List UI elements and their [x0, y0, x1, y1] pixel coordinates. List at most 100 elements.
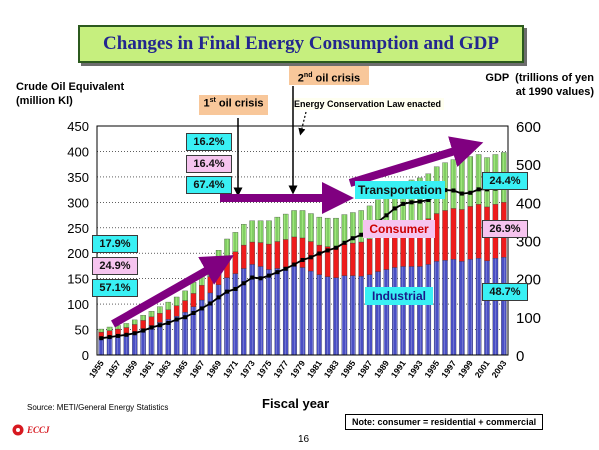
gdp-point — [392, 206, 397, 211]
pct-1965-consumer: 24.9% — [92, 257, 138, 275]
gdp-point — [183, 315, 188, 320]
bar-transportation — [131, 319, 138, 325]
bar-industrial — [157, 322, 163, 356]
gdp-point — [157, 323, 162, 328]
bar-industrial — [308, 270, 314, 356]
bar-consumer — [475, 204, 482, 259]
bar-industrial — [115, 335, 121, 356]
gdp-point — [342, 240, 347, 245]
x-tick-label: 2001 — [473, 358, 492, 379]
left-axis-title: Crude Oil Equivalent (million Kl) — [16, 81, 125, 107]
gdp-point — [225, 289, 230, 294]
x-tick-label: 1999 — [456, 358, 475, 379]
bar-transportation — [316, 216, 323, 246]
pct-2003-consumer: 26.9% — [482, 220, 528, 238]
gdp-point — [401, 201, 406, 206]
pct-1973-consumer: 16.4% — [186, 155, 232, 173]
bar-industrial — [106, 337, 113, 356]
gdp-point — [384, 213, 389, 218]
pct-1965-industrial: 57.1% — [92, 279, 138, 297]
bar-industrial — [282, 267, 289, 356]
gdp-point — [174, 317, 179, 322]
trend-arrow-rise — [348, 136, 484, 187]
x-tick-label: 1991 — [389, 358, 408, 379]
bar-consumer — [190, 293, 197, 307]
bar-industrial — [232, 273, 239, 356]
gdp-point — [208, 301, 213, 306]
bar-consumer — [274, 241, 281, 269]
bar-consumer — [207, 276, 213, 294]
bar-industrial — [266, 269, 272, 356]
gdp-point — [275, 270, 280, 275]
eccj-logo-text: ECCJ — [27, 425, 50, 435]
eccj-logo: ECCJ — [12, 424, 50, 436]
bar-consumer — [341, 243, 348, 276]
crisis2-num: 2 — [297, 72, 304, 85]
left-tick-label: 0 — [82, 348, 89, 363]
x-tick-label: 1995 — [422, 358, 441, 379]
bar-industrial — [299, 267, 306, 356]
gdp-point — [199, 306, 204, 311]
bar-consumer — [257, 242, 264, 267]
gdp-point — [451, 188, 456, 193]
bar-transportation — [232, 232, 239, 252]
eccj-logo-icon — [12, 424, 24, 436]
bar-transportation — [341, 214, 348, 245]
x-tick-label: 1979 — [288, 358, 307, 379]
bar-transportation — [173, 296, 180, 306]
gdp-point — [417, 199, 422, 204]
bar-industrial — [173, 316, 180, 356]
bar-consumer — [316, 244, 323, 275]
bar-consumer — [232, 251, 239, 274]
gdp-point — [426, 198, 431, 203]
x-tick-label: 1993 — [406, 358, 425, 379]
x-tick-label: 1967 — [187, 358, 206, 379]
x-tick-label: 1985 — [338, 358, 357, 379]
bar-industrial — [375, 271, 381, 356]
x-axis-title: Fiscal year — [262, 396, 330, 411]
bar-transportation — [450, 159, 457, 209]
gdp-point — [250, 275, 255, 280]
gdp-point — [300, 257, 305, 262]
bar-industrial — [291, 265, 297, 356]
bar-industrial — [467, 259, 474, 356]
source-text: Source: METI/General Energy Statistics — [27, 403, 169, 412]
bar-industrial — [316, 274, 323, 356]
bar-industrial — [341, 275, 348, 356]
bar-consumer — [224, 257, 230, 278]
bar-industrial — [383, 269, 390, 356]
bar-transportation — [459, 160, 465, 210]
bar-transportation — [308, 213, 314, 242]
gdp-point — [283, 266, 288, 271]
footnote: Note: consumer = residential + commercia… — [345, 414, 544, 430]
gdp-point — [350, 236, 355, 241]
band-label-consumer: Consumer — [363, 220, 435, 238]
bar-transportation — [249, 220, 255, 243]
bar-transportation — [241, 224, 247, 246]
band-label-industrial: Industrial — [365, 287, 433, 305]
right-tick-label: 500 — [516, 157, 541, 174]
bar-industrial — [392, 267, 398, 356]
right-tick-label: 400 — [516, 195, 541, 212]
bar-transportation — [467, 156, 474, 207]
bar-industrial — [433, 261, 440, 356]
bar-transportation — [182, 290, 188, 301]
x-tick-label: 1961 — [137, 358, 156, 379]
gdp-point — [132, 331, 137, 336]
bar-consumer — [442, 210, 448, 261]
left-tick-label: 450 — [67, 119, 89, 134]
bar-consumer — [282, 239, 289, 268]
bar-transportation — [257, 220, 264, 243]
slide-title: Changes in Final Energy Consumption and … — [78, 25, 524, 63]
bar-transportation — [475, 154, 482, 205]
left-tick-label: 400 — [67, 144, 89, 159]
bar-industrial — [400, 266, 406, 356]
right-tick-label: 600 — [516, 119, 541, 136]
bar-transportation — [333, 217, 339, 248]
left-tick-label: 250 — [67, 221, 89, 236]
gdp-point — [359, 232, 364, 237]
left-tick-label: 50 — [75, 323, 89, 338]
crisis2-label: 2nd oil crisis — [289, 66, 369, 85]
x-tick-label: 1975 — [255, 358, 274, 379]
bar-industrial — [450, 259, 457, 356]
